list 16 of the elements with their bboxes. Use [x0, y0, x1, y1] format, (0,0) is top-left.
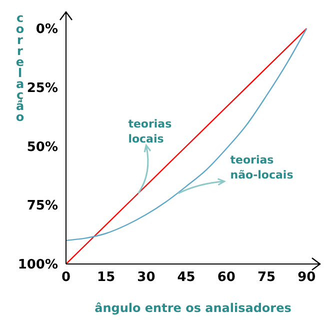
y-tick-label: 75%	[26, 198, 58, 214]
x-tick-label: 90	[298, 270, 316, 286]
y-tick-label: 0%	[36, 22, 58, 38]
x-tick-label: 60	[217, 270, 236, 286]
x-tick-label: 30	[137, 270, 156, 286]
x-tick-label: 75	[257, 270, 276, 286]
x-tick-label: 0	[61, 270, 71, 286]
annotation: teorias não-locais	[230, 153, 294, 182]
x-axis-title: ângulo entre os analisadores	[94, 301, 292, 315]
y-tick-label: 25%	[26, 80, 58, 96]
x-tick-label: 45	[177, 270, 196, 286]
x-tick-label: 15	[97, 270, 116, 286]
text: correlação	[16, 11, 24, 124]
annotation: teorias locais	[128, 117, 172, 146]
y-tick-label: 50%	[26, 140, 58, 155]
y-tick-label: 100%	[18, 258, 58, 273]
